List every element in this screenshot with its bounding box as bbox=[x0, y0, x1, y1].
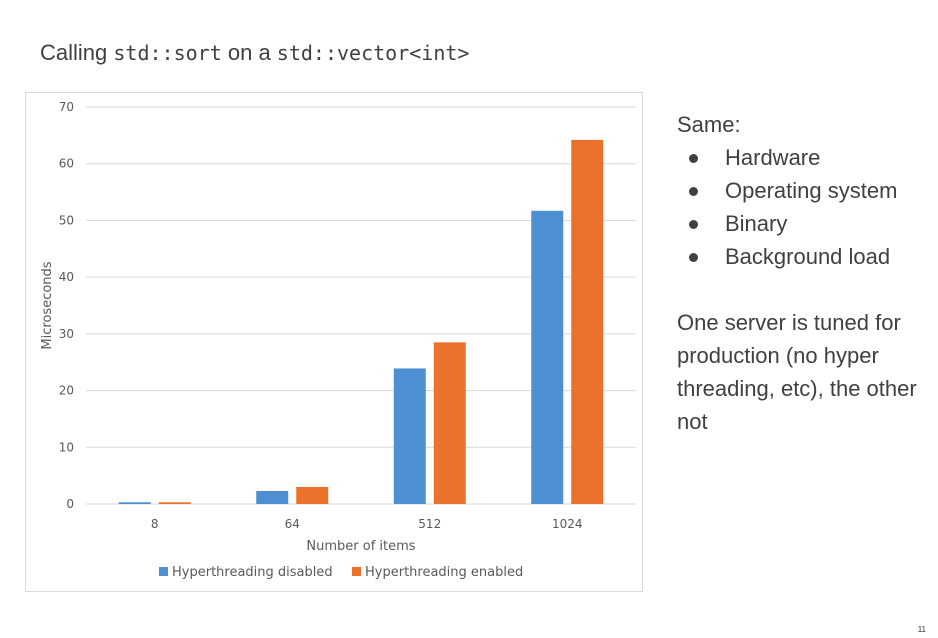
list-item: Binary bbox=[677, 207, 932, 240]
y-tick-label: 30 bbox=[59, 327, 74, 341]
x-tick-label: 1024 bbox=[552, 517, 583, 531]
y-axis-title: Microseconds bbox=[40, 261, 55, 349]
bar bbox=[256, 490, 289, 504]
list-item-label: Hardware bbox=[725, 145, 821, 170]
title-code-vector: std::vector<int> bbox=[276, 41, 470, 65]
same-list: Hardware Operating system Binary Backgro… bbox=[677, 141, 932, 273]
y-tick-label: 10 bbox=[59, 440, 74, 454]
list-item: Hardware bbox=[677, 141, 932, 174]
x-tick-label: 8 bbox=[151, 517, 159, 531]
legend-swatch bbox=[352, 567, 361, 576]
y-tick-label: 70 bbox=[59, 100, 74, 114]
side-panel: Same: Hardware Operating system Binary B… bbox=[677, 108, 932, 438]
list-item: Background load bbox=[677, 240, 932, 273]
legend-label: Hyperthreading enabled bbox=[365, 565, 523, 580]
bar bbox=[531, 210, 564, 504]
chart-container: 0 10 20 30 40 50 60 70 8 64 512 1024 Number of items… bbox=[25, 92, 643, 592]
list-item-label: Background load bbox=[725, 244, 891, 269]
bullet-icon bbox=[689, 220, 698, 229]
legend-swatch bbox=[159, 567, 168, 576]
bar bbox=[433, 342, 466, 504]
note-text: One server is tuned for production (no h… bbox=[677, 310, 917, 434]
x-tick-label: 512 bbox=[418, 517, 441, 531]
bar bbox=[571, 139, 604, 504]
bullet-icon bbox=[689, 154, 698, 163]
legend-label: Hyperthreading disabled bbox=[172, 565, 333, 580]
same-label: Same: bbox=[677, 112, 741, 137]
bar bbox=[296, 486, 329, 504]
bullet-icon bbox=[689, 253, 698, 262]
bar bbox=[158, 502, 191, 504]
x-axis-title: Number of items bbox=[306, 539, 415, 554]
page-number: 11 bbox=[917, 625, 926, 634]
bar bbox=[118, 502, 151, 504]
bar-chart: 0 10 20 30 40 50 60 70 8 64 512 1024 Number of items… bbox=[40, 100, 636, 580]
bar bbox=[393, 368, 426, 504]
y-tick-label: 20 bbox=[59, 384, 74, 398]
title-text-mid: on a bbox=[221, 40, 277, 65]
title-text-pre: Calling bbox=[40, 40, 114, 65]
y-tick-label: 0 bbox=[66, 497, 74, 511]
title-code-sort: std::sort bbox=[113, 41, 222, 65]
list-item-label: Binary bbox=[725, 211, 788, 236]
list-item: Operating system bbox=[677, 174, 932, 207]
x-tick-label: 64 bbox=[285, 517, 300, 531]
bullet-icon bbox=[689, 187, 698, 196]
list-item-label: Operating system bbox=[725, 178, 898, 203]
y-tick-label: 40 bbox=[59, 270, 74, 284]
slide-title: Calling std::sort on a std::vector<int> bbox=[40, 40, 469, 66]
y-tick-label: 50 bbox=[59, 213, 74, 227]
y-tick-label: 60 bbox=[59, 157, 74, 171]
